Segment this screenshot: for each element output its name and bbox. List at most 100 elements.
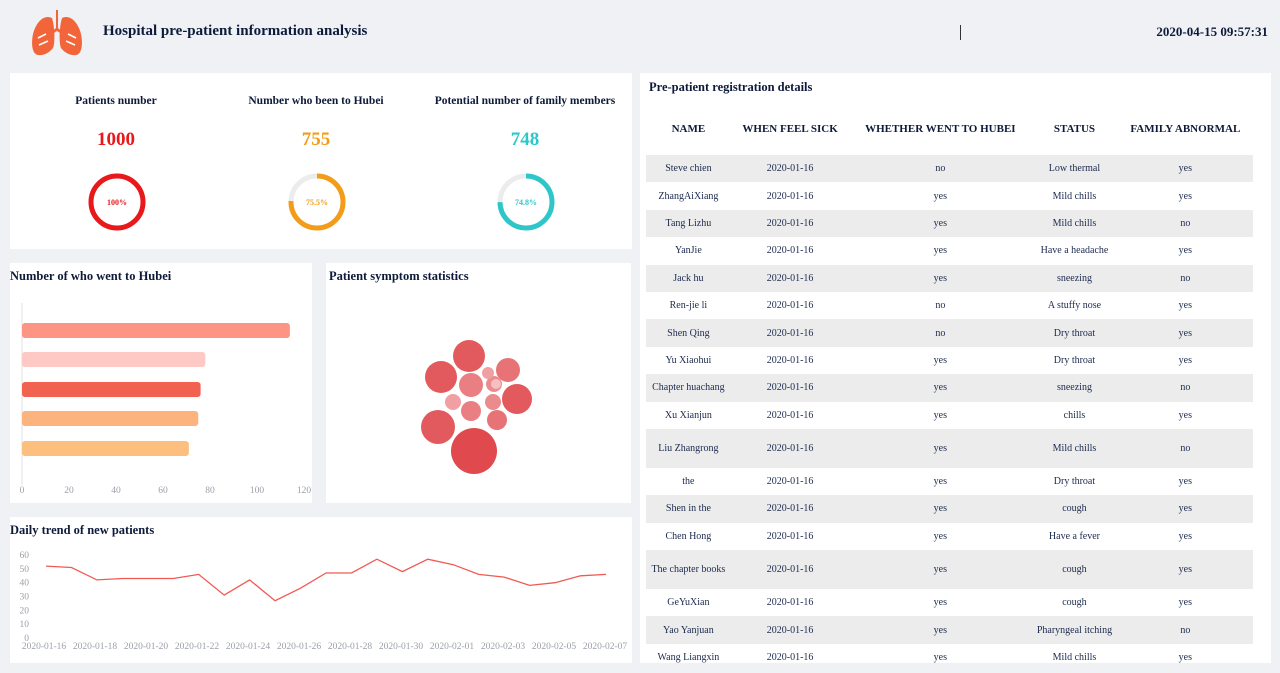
column-header[interactable]: STATUS (1053, 123, 1096, 135)
x-tick-label: 0 (20, 486, 25, 496)
table-cell: 2020-01-16 (766, 530, 814, 542)
table-row[interactable]: Ren-jie li 2020-01-16 no A stuffy nose yes (646, 292, 1253, 319)
table-row[interactable]: Shen in the 2020-01-16 yes cough yes (646, 495, 1253, 523)
table-cell: A stuffy nose (1047, 300, 1102, 312)
table-cell: Dry throat (1031, 319, 1118, 347)
table-row[interactable]: ZhangAiXiang 2020-01-16 yes Mild chills yes (646, 182, 1253, 209)
progress-ring-hubei: 75.5% (288, 173, 346, 231)
table-cell: 2020-01-16 (766, 300, 814, 312)
bubble (425, 361, 457, 393)
x-tick-label: 20 (64, 486, 74, 496)
x-tick-label: 2020-02-03 (481, 642, 526, 652)
table-cell: Jack hu (646, 264, 731, 292)
x-tick-label: 2020-02-05 (532, 642, 577, 652)
table-cell: 2020-01-16 (730, 550, 850, 590)
trend-line (45, 558, 607, 602)
x-tick-label: 60 (158, 486, 168, 496)
table-row[interactable]: Yao Yanjuan 2020-01-16 yes Pharyngeal itchi… (646, 616, 1253, 644)
table-cell: Dry throat (1053, 476, 1096, 488)
table-row[interactable]: Tang Lizhu 2020-01-16 yes Mild chills no (646, 209, 1253, 238)
bubble (496, 358, 520, 382)
table-row[interactable]: Shen Qing 2020-01-16 no Dry throat yes (646, 319, 1253, 347)
bubble (461, 401, 481, 421)
table-cell: 2020-01-16 (730, 616, 850, 644)
hubei-chart-panel: Number of who went to Hubei 0 20 40 60 80 100… (10, 263, 312, 503)
table-row[interactable]: Xu Xianjun 2020-01-16 yes chills yes (646, 402, 1253, 429)
symptom-chart-panel: Patient symptom statistics (326, 263, 631, 503)
table-cell: yes (933, 190, 947, 202)
table-cell: yes (1117, 319, 1253, 347)
table-row[interactable]: the 2020-01-16 yes Dry throat yes (646, 468, 1253, 495)
table-cell: no (849, 155, 1032, 183)
stat-patients: Patients number 1000 (21, 87, 211, 151)
table-row[interactable]: Steve chien 2020-01-16 no Low thermal yes (646, 155, 1253, 183)
column-header[interactable]: WHEN FEEL SICK (742, 123, 838, 135)
table-cell: yes (933, 476, 947, 488)
table-cell: no (1117, 428, 1253, 468)
y-tick-label: 60 (20, 551, 30, 561)
y-tick-label: 50 (20, 565, 30, 575)
summary-panel: Patients number 1000 Number who been to … (10, 73, 632, 249)
y-tick-label: 10 (20, 620, 30, 630)
table-row[interactable]: YanJie 2020-01-16 yes Have a headache yes (646, 237, 1253, 264)
bubble (421, 410, 455, 444)
x-tick-label: 2020-01-18 (73, 642, 118, 652)
table-row[interactable]: Liu Zhangrong 2020-01-16 yes Mild chills no (646, 428, 1253, 468)
bubble (459, 373, 483, 397)
bar[interactable] (22, 323, 290, 338)
table-cell: yes (849, 374, 1032, 402)
x-tick-label: 120 (297, 486, 312, 496)
table-cell: Dry throat (1053, 354, 1096, 366)
table-cell: yes (849, 550, 1032, 590)
symptom-bubble-chart (421, 340, 532, 474)
table-cell: no (1117, 209, 1253, 238)
table-cell: yes (1178, 245, 1192, 257)
x-tick-label: 2020-01-16 (22, 642, 67, 652)
table-cell: no (1117, 264, 1253, 292)
table-cell: GeYuXian (667, 597, 710, 609)
table-cell: yes (849, 209, 1032, 238)
table-cell: no (1117, 374, 1253, 402)
table-cell: Low thermal (1031, 155, 1118, 183)
table-cell: yes (933, 354, 947, 366)
hubei-chart-title: Number of who went to Hubei (10, 269, 172, 283)
table-cell: Have a fever (1048, 530, 1100, 542)
table-row[interactable]: Chen Hong 2020-01-16 yes Have a fever yes (646, 523, 1253, 550)
column-header[interactable]: NAME (671, 123, 706, 135)
bubble (491, 379, 501, 389)
ring-percent: 75.5% (306, 198, 328, 207)
page-title: Hospital pre-patient information analysi… (103, 23, 368, 39)
table-cell: chills (1063, 409, 1086, 421)
table-cell: Yao Yanjuan (646, 616, 731, 644)
table-cell: sneezing (1031, 264, 1118, 292)
details-title: Pre-patient registration details (649, 80, 813, 94)
column-header[interactable]: WHETHER WENT TO HUBEI (865, 123, 1016, 135)
table-cell: yes (1178, 190, 1192, 202)
bar[interactable] (22, 441, 189, 456)
table-cell: Mild chills (1031, 209, 1118, 238)
table-cell: Wang Liangxin (657, 652, 720, 664)
x-tick-label: 2020-01-24 (226, 642, 271, 652)
x-tick-label: 80 (205, 486, 215, 496)
bar[interactable] (22, 411, 199, 426)
table-row[interactable]: Jack hu 2020-01-16 yes sneezing no (646, 264, 1253, 292)
table-cell: sneezing (1031, 374, 1118, 402)
table-row[interactable]: Chapter huachang 2020-01-16 yes sneezing no (646, 374, 1253, 402)
table-cell: Mild chills (1052, 190, 1097, 202)
bubble (502, 384, 532, 414)
table-cell: Yu Xiaohui (665, 354, 712, 366)
x-tick-label: 2020-01-20 (124, 642, 169, 652)
lungs-icon (32, 10, 82, 56)
bar[interactable] (22, 352, 206, 367)
table-row[interactable]: GeYuXian 2020-01-16 yes cough yes (646, 589, 1253, 616)
bubble (482, 367, 494, 379)
table-row[interactable]: Wang Liangxin 2020-01-16 yes Mild chills yes (646, 644, 1253, 671)
bar[interactable] (22, 382, 201, 397)
table-scroll-edge (640, 663, 1280, 673)
table-row[interactable]: The chapter books 2020-01-16 yes cough yes (646, 550, 1253, 590)
table-cell: YanJie (675, 245, 702, 257)
header-datetime: 2020-04-15 09:57:31 (1156, 24, 1268, 39)
table-row[interactable]: Yu Xiaohui 2020-01-16 yes Dry throat yes (646, 347, 1253, 374)
column-header[interactable]: FAMILY ABNORMAL (1130, 123, 1241, 135)
table-cell: no (849, 319, 1032, 347)
